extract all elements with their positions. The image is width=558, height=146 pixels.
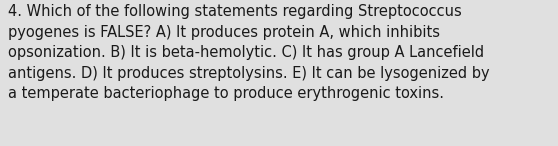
Text: 4. Which of the following statements regarding Streptococcus
pyogenes is FALSE? : 4. Which of the following statements reg… — [8, 4, 490, 101]
